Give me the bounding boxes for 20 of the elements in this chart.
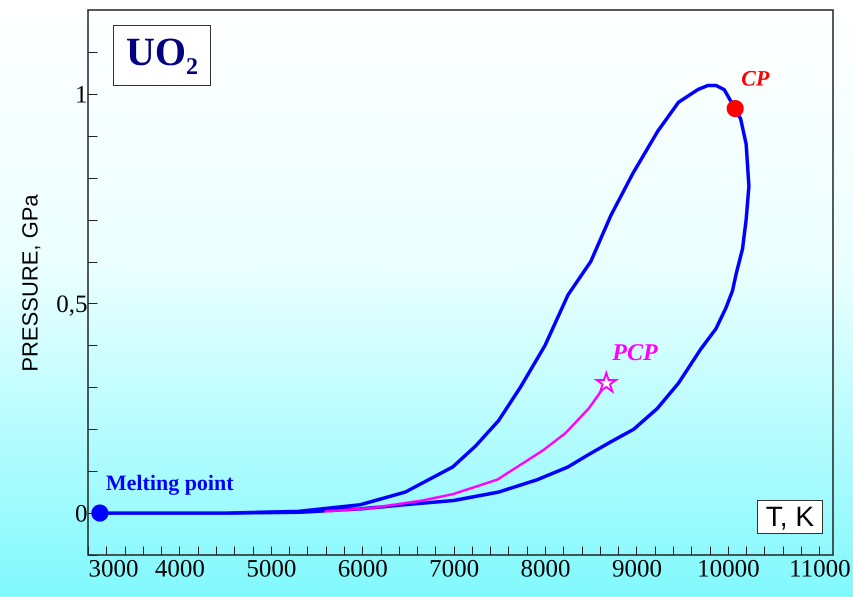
- x-tick-label: 9000: [612, 556, 662, 582]
- point: [726, 100, 744, 118]
- x-axis-title: T, K: [756, 500, 823, 534]
- point: [91, 504, 108, 522]
- y-tick-label: 0: [75, 500, 88, 528]
- text: UO$_{2}$: [113, 25, 211, 86]
- x-tick-label: 5000: [246, 556, 296, 582]
- series-label: Melting point: [106, 470, 234, 496]
- y-tick-label: 1: [75, 81, 88, 108]
- series-label: PCP: [611, 340, 658, 366]
- y-tick-label: 0,5: [56, 290, 88, 318]
- x-tick-label: 4000: [154, 556, 205, 582]
- x-tick-label: 6000: [338, 556, 388, 582]
- x-tick-label: 10000: [697, 556, 760, 582]
- x-tick-label: 8000: [520, 556, 571, 582]
- x-tick-label: 11000: [789, 556, 851, 582]
- series-label: CP: [741, 66, 770, 91]
- x-tick-label: 7000: [429, 556, 480, 582]
- y-axis-title: PRESSURE, GPa: [17, 194, 42, 372]
- x-tick-label: 3000: [88, 556, 138, 582]
